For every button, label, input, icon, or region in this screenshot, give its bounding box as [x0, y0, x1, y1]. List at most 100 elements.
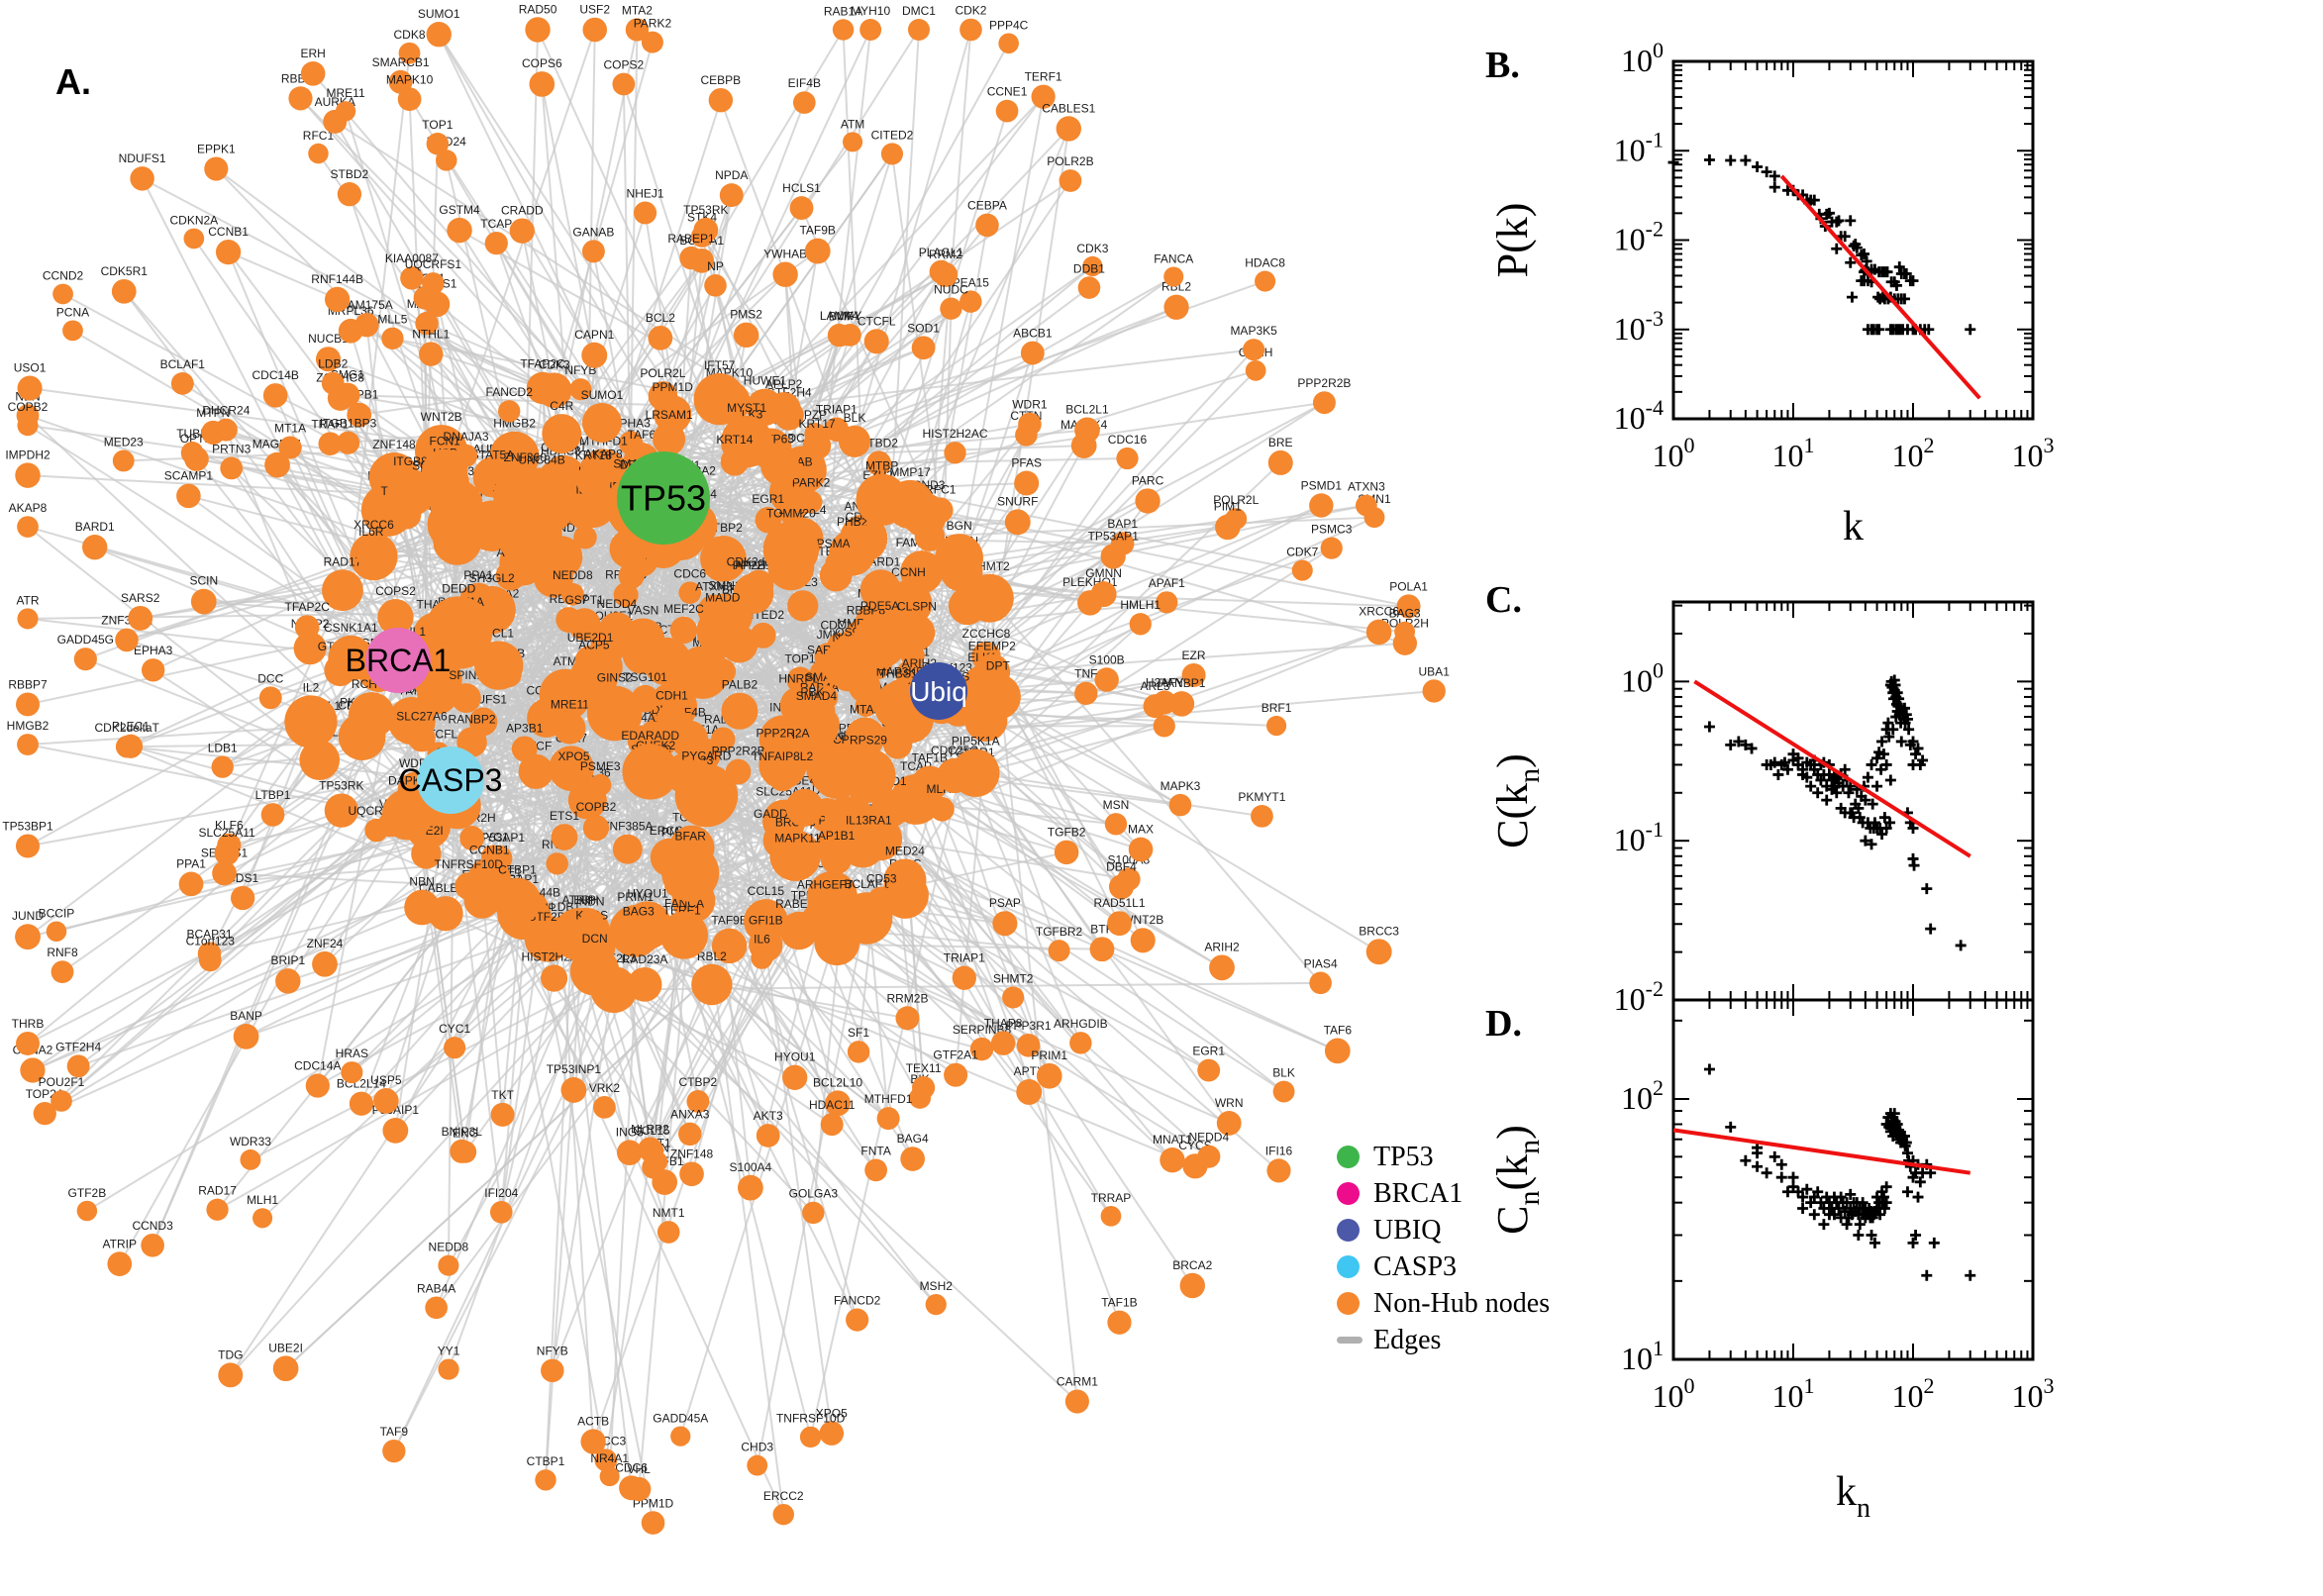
y-tick-label: 10-1 [1614, 127, 1664, 167]
gene-label: TP63 [765, 432, 794, 446]
gene-label: IFT57 [704, 358, 736, 372]
network-edge [60, 642, 611, 1102]
network-edge [985, 457, 1129, 657]
gene-label: ACP5 [578, 639, 610, 652]
data-point [1772, 768, 1784, 780]
network-edge [595, 827, 889, 1120]
y-tick-label: 10-3 [1614, 306, 1664, 347]
network-edge [592, 945, 767, 1443]
network-edge [722, 557, 1380, 953]
plot-frame [1671, 600, 2035, 1002]
gene-label: CCL15 [748, 884, 785, 898]
gene-label: ZNF385A [602, 820, 653, 834]
gene-node [569, 378, 592, 401]
network-edge [44, 900, 518, 1115]
y-tick-label: 101 [1621, 1336, 1664, 1376]
gene-label: XRCC6 [354, 518, 394, 532]
gene-label: DCN [582, 932, 608, 946]
network-edge [86, 736, 866, 1212]
gene-label: ETS1 [550, 809, 579, 823]
network-edge [450, 779, 503, 1213]
network-canvas: TCAPSMG1TP53INP1P53AIP1NHEJ1IFI204H2AFYZ… [2, 2, 1450, 1535]
network-edge [929, 516, 1375, 538]
gene-node [454, 872, 483, 901]
gene-label: RANBP2 [449, 712, 496, 726]
gene-node [974, 673, 1021, 720]
panel-c-chart: 100 10-1 10-2 C(kn) [1488, 600, 2035, 1017]
network-edge [878, 457, 1128, 464]
data-point [1866, 758, 1877, 770]
gene-node [411, 839, 442, 869]
data-point [1955, 940, 1967, 951]
gene-label: ZNF148 [372, 438, 416, 451]
data-point [1912, 1191, 1924, 1203]
gene-label: PPA1 [463, 568, 493, 582]
gene-node [408, 724, 436, 752]
gene-node [755, 507, 781, 534]
gene-node [768, 763, 796, 792]
gene-label: ZCCHC8 [962, 627, 1011, 641]
gene-label: GFI1B [749, 913, 783, 927]
y-tick-label: 10-2 [1614, 217, 1664, 257]
x-tick-label: 101 [1772, 433, 1815, 473]
network-edge [991, 642, 1405, 673]
gene-label: SUMO1 [581, 388, 624, 402]
brca1-dot-icon [1337, 1182, 1360, 1205]
gene-label: CYC1 [477, 831, 509, 845]
gene-node [451, 683, 481, 714]
legend-item-casp3: CASP3 [1337, 1248, 1550, 1285]
gene-label: ITGB8 [393, 454, 428, 468]
gene-label: RAD17 [324, 554, 362, 568]
gene-node [404, 889, 441, 926]
network-edge [250, 857, 838, 1161]
gene-label: TFAP2C [520, 357, 565, 371]
gene-label: HNRPL [778, 672, 819, 686]
gene-label: EGR1 [752, 492, 784, 506]
gene-node [825, 550, 849, 574]
gene-node [930, 796, 955, 822]
gene-label: MMP17 [889, 465, 931, 479]
data-point [1901, 1186, 1913, 1198]
gene-label: TSG101 [623, 670, 667, 684]
gene-label: CD53 [866, 872, 897, 886]
gene-label: TAF1B [912, 750, 948, 764]
legend-item-label: TP53 [1373, 1141, 1434, 1172]
gene-label: TP53RK [319, 778, 363, 792]
gene-node [324, 793, 358, 828]
data-point [1965, 324, 1976, 336]
gene-node [779, 911, 819, 950]
y-tick-label: 10-4 [1614, 395, 1664, 436]
gene-node [626, 919, 651, 944]
gene-label: PHB2 [837, 515, 868, 529]
gene-label: MAP3K5 [876, 664, 924, 678]
gene-node [935, 534, 983, 582]
data-point [1808, 1209, 1820, 1221]
data-point [1703, 1063, 1715, 1075]
gene-node [659, 911, 708, 959]
gene-label: AP3B1 [506, 721, 544, 735]
data-point [1928, 1237, 1940, 1248]
gene-node [669, 616, 698, 645]
gene-node [747, 573, 772, 598]
gene-label: COPS2 [375, 584, 416, 598]
network-edge [881, 498, 1409, 608]
gene-node [579, 909, 604, 934]
data-point [1818, 1219, 1830, 1231]
network-edge [858, 839, 882, 1052]
gene-node [348, 692, 395, 739]
gene-node [540, 964, 568, 992]
gene-label: MTA2 [850, 703, 880, 717]
gene-label: ATXN3 [695, 580, 733, 594]
network-edge [495, 243, 741, 646]
network-edge [227, 251, 399, 661]
panel-c-label: C. [1485, 579, 1522, 621]
data-point [1845, 215, 1857, 227]
gene-node [799, 490, 823, 514]
gene-label: TAF6 [628, 428, 656, 442]
y-tick-label: 10-2 [1614, 976, 1664, 1017]
plot-frame [1671, 59, 2035, 421]
network-legend: TP53 BRCA1 UBIQ CASP3 Non-Hub nodes Edge… [1337, 1139, 1550, 1358]
legend-item-nonhub: Non-Hub nodes [1337, 1285, 1550, 1322]
network-nodes: TCAPSMG1TP53INP1P53AIP1NHEJ1IFI204H2AFYZ… [2, 2, 1450, 1535]
gene-node [511, 736, 538, 762]
